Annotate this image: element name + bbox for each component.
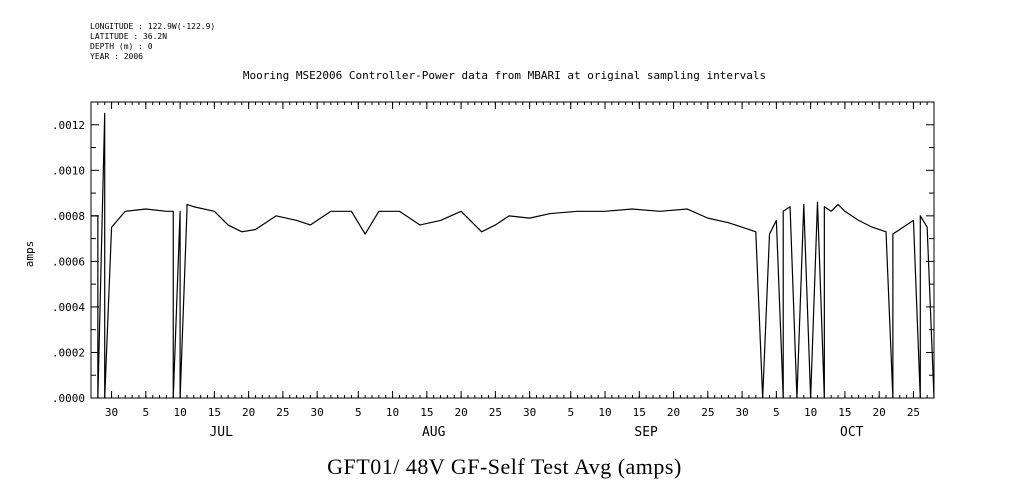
x-tick-label: 10	[598, 406, 611, 419]
x-tick-label: 30	[105, 406, 118, 419]
y-axis-label: amps	[23, 241, 36, 268]
x-tick-label: 5	[567, 406, 574, 419]
x-tick-label: 30	[735, 406, 748, 419]
x-tick-label: 15	[633, 406, 646, 419]
x-month-label: AUG	[422, 425, 446, 440]
x-month-label: OCT	[840, 425, 864, 440]
x-tick-label: 25	[276, 406, 289, 419]
x-tick-label: 10	[173, 406, 186, 419]
x-tick-label: 10	[386, 406, 399, 419]
series-group	[91, 112, 935, 399]
x-tick-label: 15	[838, 406, 851, 419]
year-text: YEAR : 2006	[90, 52, 143, 61]
x-tick-label: 25	[701, 406, 714, 419]
x-tick-label: 15	[420, 406, 433, 419]
x-tick-label: 20	[454, 406, 467, 419]
x-tick-label: 15	[208, 406, 221, 419]
y-axis: .0000 .0002 .0004 .0006 .0008 .0010 .0012	[52, 119, 934, 405]
chart-title: Mooring MSE2006 Controller-Power data fr…	[242, 69, 767, 82]
x-tick-label: 20	[242, 406, 255, 419]
y-tick-label: .0002	[52, 346, 85, 359]
x-tick-label: 20	[873, 406, 886, 419]
x-tick-label: 5	[143, 406, 150, 419]
x-axis: 30 5 10 15 20 25 30 5 10 15 20 25 30 5 10 15 20 25 30 5 10 15…	[90, 102, 935, 440]
y-tick-label: .0004	[52, 301, 85, 314]
y-tick-label: .0010	[52, 164, 85, 177]
x-tick-label: 25	[489, 406, 502, 419]
x-tick-label: 25	[907, 406, 920, 419]
x-tick-label: 10	[804, 406, 817, 419]
x-tick-label: 5	[773, 406, 780, 419]
latitude-text: LATITUDE : 36.2N	[90, 32, 168, 41]
x-tick-label: 5	[355, 406, 362, 419]
x-tick-label: 30	[523, 406, 536, 419]
x-tick-label: 20	[667, 406, 680, 419]
variable-title: GFT01/ 48V GF-Self Test Avg (amps)	[327, 454, 682, 479]
x-tick-label: 30	[311, 406, 324, 419]
y-tick-label: .0008	[52, 210, 85, 223]
plot-frame	[90, 101, 935, 399]
y-tick-label: .0000	[52, 392, 85, 405]
y-tick-label: .0012	[52, 119, 85, 132]
x-month-label: JUL	[209, 425, 233, 440]
plot-metadata: LONGITUDE : 122.9W(-122.9) LATITUDE : 36…	[90, 22, 215, 62]
x-month-label: SEP	[634, 425, 658, 440]
depth-text: DEPTH (m) : 0	[90, 42, 153, 51]
longitude-text: LONGITUDE : 122.9W(-122.9)	[90, 22, 216, 31]
y-tick-label: .0006	[52, 255, 85, 268]
series-line	[91, 112, 935, 399]
